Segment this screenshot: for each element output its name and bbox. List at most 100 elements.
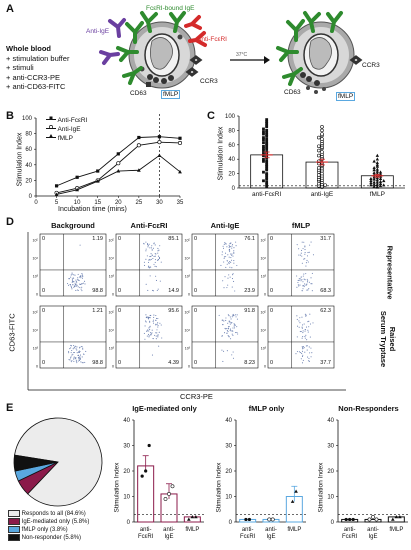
flow-event-dot bbox=[69, 359, 71, 361]
flow-tick-label: 10⁵ bbox=[33, 311, 39, 315]
flow-event-dot bbox=[143, 261, 145, 263]
data-point bbox=[267, 517, 272, 522]
quadrant-value: 14.9 bbox=[168, 288, 179, 294]
flow-event-dot bbox=[221, 349, 223, 351]
y-tick-label: 100 bbox=[225, 114, 236, 120]
quadrant-value: 1.21 bbox=[92, 308, 103, 314]
y-tick-label: 10 bbox=[327, 495, 334, 501]
flow-event-dot bbox=[80, 288, 82, 290]
basophil-right bbox=[287, 21, 355, 89]
data-point bbox=[290, 499, 295, 503]
data-point bbox=[178, 136, 182, 140]
flow-plot-frame bbox=[191, 233, 259, 297]
data-point bbox=[265, 167, 269, 170]
data-point bbox=[75, 175, 79, 179]
flow-event-dot bbox=[151, 332, 153, 334]
data-point bbox=[372, 166, 376, 170]
data-point bbox=[194, 515, 198, 519]
flow-event-dot bbox=[300, 330, 302, 333]
flow-event-dot bbox=[150, 314, 152, 316]
y-tick-label: 40 bbox=[225, 418, 232, 424]
flow-x-axis-label: CCR3-PE bbox=[180, 392, 213, 401]
flow-event-dot bbox=[226, 263, 228, 265]
flow-event-dot bbox=[302, 330, 304, 332]
flow-event-dot bbox=[225, 328, 227, 330]
quadrant-value: 0 bbox=[42, 236, 46, 242]
flow-event-dot bbox=[233, 280, 235, 282]
flow-event-dot bbox=[229, 316, 231, 318]
flow-event-dot bbox=[145, 317, 147, 319]
legend-item: Anti-IgE bbox=[46, 125, 87, 134]
flow-event-dot bbox=[152, 338, 154, 340]
flow-event-dot bbox=[307, 321, 309, 323]
data-point bbox=[136, 168, 141, 172]
flow-event-dot bbox=[229, 246, 231, 248]
flow-plot bbox=[39, 233, 107, 297]
flow-event-dot bbox=[152, 322, 155, 324]
data-point bbox=[265, 161, 269, 165]
flow-event-dot bbox=[303, 347, 305, 349]
bar bbox=[239, 518, 257, 523]
flow-event-dot bbox=[148, 265, 150, 267]
flow-tick-label: 0 bbox=[36, 365, 38, 369]
flow-event-dot bbox=[302, 347, 304, 349]
label-cd63: CD63 bbox=[130, 90, 147, 97]
flow-event-dot bbox=[229, 321, 231, 323]
flow-event-dot bbox=[228, 263, 230, 265]
y-tick-label: 20 bbox=[25, 178, 32, 184]
flow-event-dot bbox=[149, 321, 151, 323]
flow-tick-label: 10⁴ bbox=[184, 257, 190, 261]
flow-tick-label: 10⁴ bbox=[108, 257, 114, 261]
data-point bbox=[372, 184, 376, 188]
legend-item: Anti-FcεRI bbox=[46, 116, 87, 125]
flow-event-dot bbox=[229, 266, 231, 268]
flow-event-dot bbox=[308, 360, 310, 362]
flow-event-dot bbox=[230, 318, 232, 320]
flow-event-dot bbox=[232, 357, 235, 359]
flow-plot bbox=[191, 305, 259, 369]
flow-event-dot bbox=[231, 245, 233, 247]
data-point bbox=[320, 137, 324, 141]
flow-event-dot bbox=[77, 360, 79, 362]
flow-event-dot bbox=[74, 284, 76, 286]
flow-event-dot bbox=[304, 313, 306, 315]
flow-event-dot bbox=[223, 243, 225, 246]
legend-label: Anti-IgE bbox=[57, 126, 81, 133]
flow-event-dot bbox=[156, 289, 158, 292]
flow-event-dot bbox=[307, 329, 309, 331]
ige-receptors-right bbox=[276, 11, 343, 86]
quadrant-value: 0 bbox=[194, 308, 198, 314]
flow-event-dot bbox=[73, 360, 75, 362]
quadrant-value: 98.8 bbox=[92, 360, 103, 366]
flow-tick-label: 10⁴ bbox=[32, 257, 38, 261]
line-chart-ylabel: Stimulation Index bbox=[16, 132, 24, 187]
y-tick-label: 0 bbox=[127, 520, 131, 526]
flow-event-dot bbox=[145, 241, 147, 243]
flow-event-dot bbox=[78, 279, 80, 282]
flow-event-dot bbox=[235, 331, 237, 334]
data-point bbox=[372, 182, 376, 186]
data-point bbox=[378, 176, 383, 180]
x-category-label: fMLP bbox=[389, 527, 403, 533]
flow-event-dot bbox=[236, 314, 238, 316]
flow-event-dot bbox=[308, 346, 310, 348]
flow-event-dot bbox=[145, 250, 147, 252]
data-point bbox=[147, 443, 151, 448]
flow-event-dot bbox=[153, 255, 155, 258]
legend-marker-square bbox=[46, 119, 56, 120]
data-point bbox=[265, 139, 269, 143]
x-category-label: anti- bbox=[242, 527, 254, 533]
flow-event-dot bbox=[302, 324, 304, 326]
data-point bbox=[157, 140, 162, 145]
data-point bbox=[372, 168, 376, 172]
data-point bbox=[265, 165, 269, 168]
flow-event-dot bbox=[308, 320, 310, 322]
flow-event-dot bbox=[144, 320, 147, 322]
ige-receptors-left bbox=[116, 11, 186, 85]
flow-event-dot bbox=[71, 280, 74, 282]
flow-event-dot bbox=[299, 330, 301, 333]
flow-event-dot bbox=[150, 255, 152, 258]
data-point bbox=[375, 180, 380, 184]
recipe-line: + anti-CD63-FITC bbox=[6, 82, 66, 92]
data-point bbox=[265, 147, 269, 151]
